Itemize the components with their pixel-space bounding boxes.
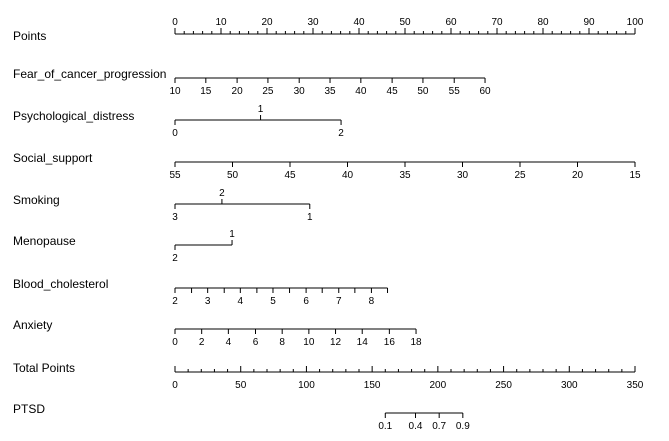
points-tick-label: 50 — [399, 17, 411, 28]
row-psychological-distress: Psychological_distress 0 1 2 — [13, 104, 344, 139]
psychological-distress-tick-label: 2 — [338, 128, 344, 139]
points-tick-label: 80 — [537, 17, 549, 28]
social-support-tick-label: 50 — [227, 170, 239, 181]
ptsd-tick-label: 0.7 — [432, 421, 446, 432]
psychological-distress-tick-label: 1 — [258, 104, 264, 115]
fear-of-cancer-progression-tick-label: 55 — [449, 86, 461, 97]
points-tick-label: 0 — [172, 17, 178, 28]
total-points-tick-label: 250 — [495, 380, 512, 391]
row-label-total-points: Total Points — [13, 361, 75, 375]
social-support-tick-label: 45 — [284, 170, 296, 181]
menopause-tick-label: 2 — [172, 253, 178, 264]
ptsd-tick-label: 0.9 — [456, 421, 470, 432]
social-support-tick-label: 15 — [629, 170, 641, 181]
menopause-tick-label: 1 — [229, 229, 235, 240]
fear-of-cancer-progression-tick-label: 20 — [232, 86, 244, 97]
anxiety-tick-label: 10 — [303, 337, 315, 348]
fear-of-cancer-progression-tick-label: 45 — [387, 86, 399, 97]
points-tick-label: 60 — [445, 17, 457, 28]
total-points-tick-label: 100 — [298, 380, 315, 391]
row-social-support: Social_support 55 50 45 40 35 30 25 20 15 — [13, 151, 641, 181]
anxiety-tick-label: 2 — [199, 337, 205, 348]
total-points-tick-label: 0 — [172, 380, 178, 391]
row-label-menopause: Menopause — [13, 234, 76, 248]
row-smoking: Smoking 3 2 1 — [13, 188, 313, 223]
row-total-points: Total Points 0 50 100 150 200 250 300 350 — [13, 361, 644, 391]
points-tick-label: 30 — [307, 17, 319, 28]
blood-cholesterol-tick-label: 7 — [336, 296, 342, 307]
blood-cholesterol-tick-label: 5 — [270, 296, 276, 307]
total-points-tick-label: 150 — [364, 380, 381, 391]
social-support-tick-label: 55 — [169, 170, 181, 181]
row-ptsd: PTSD 0.1 0.4 0.7 0.9 — [13, 402, 470, 432]
fear-of-cancer-progression-tick-label: 35 — [324, 86, 336, 97]
smoking-tick-label: 3 — [172, 212, 178, 223]
fear-of-cancer-progression-tick-label: 60 — [479, 86, 491, 97]
psychological-distress-tick-label: 0 — [172, 128, 178, 139]
row-label-blood-cholesterol: Blood_cholesterol — [13, 277, 108, 291]
row-label-smoking: Smoking — [13, 193, 60, 207]
points-tick-label: 10 — [215, 17, 227, 28]
row-label-psychological-distress: Psychological_distress — [13, 109, 134, 123]
anxiety-tick-label: 4 — [226, 337, 232, 348]
social-support-tick-label: 30 — [457, 170, 469, 181]
anxiety-tick-label: 8 — [279, 337, 285, 348]
anxiety-tick-label: 12 — [330, 337, 342, 348]
blood-cholesterol-tick-label: 2 — [172, 296, 178, 307]
blood-cholesterol-tick-label: 6 — [303, 296, 309, 307]
anxiety-tick-label: 14 — [357, 337, 369, 348]
row-label-social-support: Social_support — [13, 151, 93, 165]
fear-of-cancer-progression-tick-label: 15 — [200, 86, 212, 97]
fear-of-cancer-progression-tick-label: 25 — [262, 86, 274, 97]
total-points-tick-label: 350 — [627, 380, 644, 391]
ptsd-tick-label: 0.4 — [409, 421, 423, 432]
row-label-fear-of-cancer-progression: Fear_of_cancer_progression — [13, 67, 166, 81]
fear-of-cancer-progression-tick-label: 10 — [169, 86, 181, 97]
points-tick-label: 100 — [627, 17, 644, 28]
blood-cholesterol-tick-label: 3 — [205, 296, 211, 307]
fear-of-cancer-progression-tick-label: 30 — [294, 86, 306, 97]
points-tick-label: 40 — [353, 17, 365, 28]
anxiety-tick-label: 0 — [172, 337, 178, 348]
social-support-tick-label: 20 — [572, 170, 584, 181]
anxiety-tick-label: 6 — [253, 337, 259, 348]
ptsd-tick-label: 0.1 — [378, 421, 392, 432]
total-points-tick-label: 200 — [430, 380, 447, 391]
row-points: Points 0 10 20 30 40 50 60 70 80 90 100 — [13, 17, 644, 43]
row-anxiety: Anxiety 0 2 4 6 8 10 12 14 16 18 — [13, 318, 422, 348]
fear-of-cancer-progression-tick-label: 50 — [417, 86, 429, 97]
fear-of-cancer-progression-tick-label: 40 — [355, 86, 367, 97]
smoking-tick-label: 1 — [307, 212, 313, 223]
row-label-ptsd: PTSD — [13, 402, 45, 416]
blood-cholesterol-tick-label: 4 — [238, 296, 244, 307]
points-tick-label: 70 — [491, 17, 503, 28]
row-label-points: Points — [13, 29, 46, 43]
social-support-tick-label: 35 — [399, 170, 411, 181]
row-menopause: Menopause 2 1 — [13, 229, 235, 264]
blood-cholesterol-tick-label: 8 — [369, 296, 375, 307]
anxiety-tick-label: 16 — [384, 337, 396, 348]
row-blood-cholesterol: Blood_cholesterol 2 3 4 5 6 7 8 — [13, 277, 389, 307]
social-support-tick-label: 40 — [342, 170, 354, 181]
total-points-tick-label: 300 — [561, 380, 578, 391]
row-label-anxiety: Anxiety — [13, 318, 52, 332]
smoking-tick-label: 2 — [219, 188, 225, 199]
total-points-tick-label: 50 — [235, 380, 247, 391]
social-support-tick-label: 25 — [514, 170, 526, 181]
anxiety-tick-label: 18 — [410, 337, 422, 348]
points-tick-label: 20 — [261, 17, 273, 28]
points-tick-label: 90 — [583, 17, 595, 28]
